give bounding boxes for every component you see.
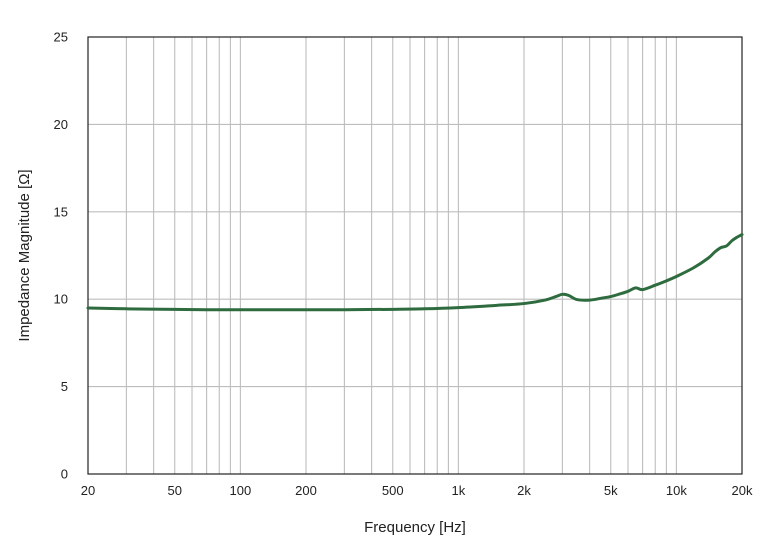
x-tick-label: 1k bbox=[452, 483, 466, 498]
plot-area-frame bbox=[87, 36, 743, 475]
y-tick-label: 15 bbox=[54, 204, 68, 219]
x-tick-label: 100 bbox=[230, 483, 252, 498]
y-tick-label: 20 bbox=[54, 117, 68, 132]
x-tick-label: 20k bbox=[732, 483, 753, 498]
y-tick-label: 0 bbox=[61, 467, 68, 482]
x-tick-label: 200 bbox=[295, 483, 317, 498]
y-tick-label: 10 bbox=[54, 292, 68, 307]
series-layer bbox=[86, 233, 744, 312]
x-tick-label: 5k bbox=[604, 483, 618, 498]
x-tick-label: 500 bbox=[382, 483, 404, 498]
tick-labels: 20 50 100 200 500 1k 2k 5k 10k 20k 0 5 10 15 20 25 bbox=[54, 30, 753, 499]
x-axis-title: Frequency [Hz] bbox=[364, 519, 466, 536]
impedance-series-line bbox=[86, 233, 744, 312]
y-axis-title: Impedance Magnitude [Ω] bbox=[16, 169, 33, 341]
y-tick-label: 25 bbox=[54, 30, 68, 45]
y-tick-label: 5 bbox=[61, 379, 68, 394]
x-tick-label: 50 bbox=[168, 483, 182, 498]
grid-lines bbox=[88, 37, 742, 474]
x-tick-label: 20 bbox=[81, 483, 95, 498]
x-tick-label: 2k bbox=[517, 483, 531, 498]
x-tick-label: 10k bbox=[666, 483, 687, 498]
